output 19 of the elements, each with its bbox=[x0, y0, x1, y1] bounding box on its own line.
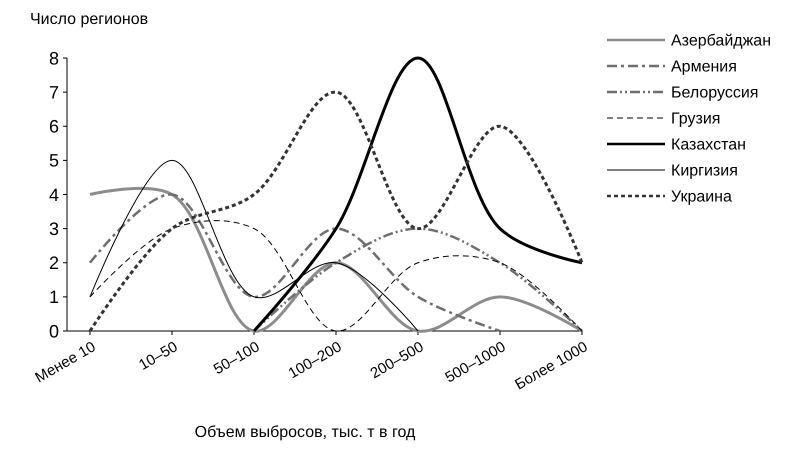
legend-label: Белоруссия bbox=[671, 84, 758, 102]
y-tick-label: 8 bbox=[48, 48, 59, 68]
legend-label: Казахстан bbox=[671, 136, 746, 154]
legend-label: Азербайджан bbox=[671, 32, 772, 50]
line-series bbox=[88, 90, 584, 332]
y-tick-label: 1 bbox=[48, 287, 59, 308]
y-tick-label: 6 bbox=[48, 116, 59, 137]
y-axis-title: Число регионов bbox=[30, 11, 148, 28]
y-tick-label: 7 bbox=[48, 82, 59, 102]
y-tick-label: 2 bbox=[48, 253, 59, 274]
y-tick-label: 3 bbox=[48, 218, 59, 239]
legend-label: Киргизия bbox=[671, 162, 738, 180]
legend-label: Грузия bbox=[671, 110, 720, 128]
y-tick-label: 0 bbox=[48, 321, 59, 342]
legend-label: Украина bbox=[671, 188, 732, 206]
y-tick-label: 5 bbox=[48, 150, 59, 171]
y-tick-label: 4 bbox=[48, 184, 59, 205]
legend-label: Армения bbox=[671, 58, 737, 76]
x-axis-title: Объем выбросов, тыс. т в год bbox=[194, 424, 416, 441]
